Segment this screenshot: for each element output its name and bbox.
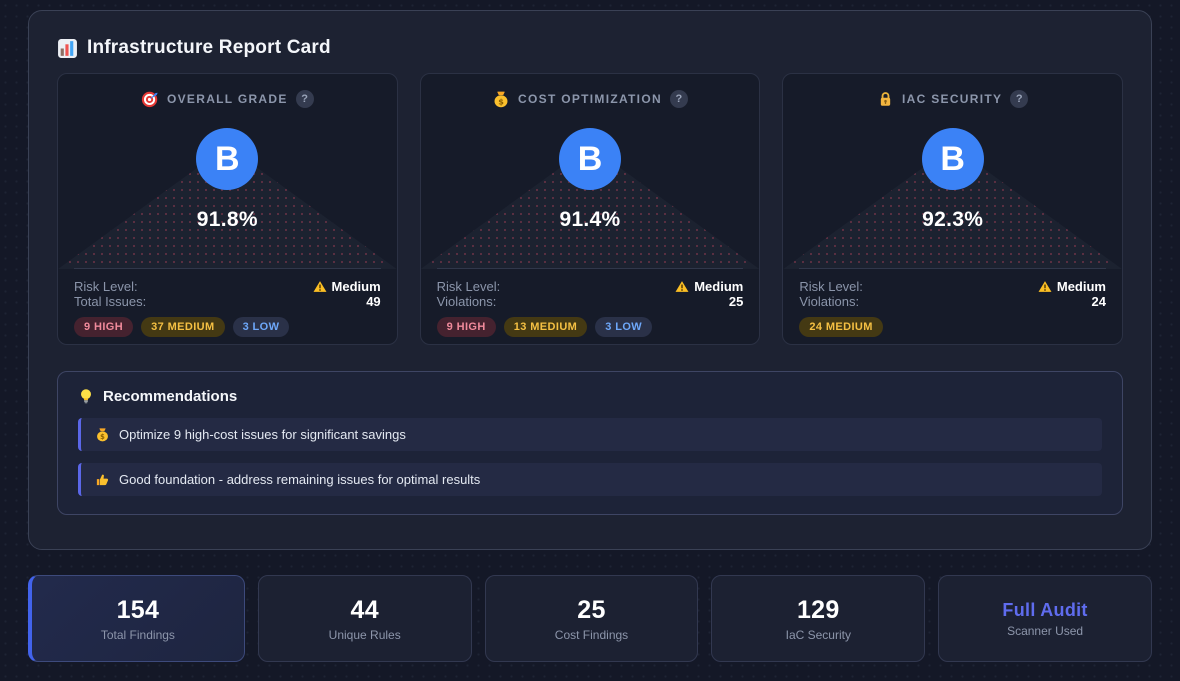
recommendations-title: Recommendations: [103, 388, 238, 405]
violations-count-value: 25: [728, 294, 744, 309]
divider: [74, 268, 381, 269]
summary-stats-row: 154 Total Findings 44 Unique Rules 25 Co…: [28, 575, 1152, 662]
medium-severity-badge: 24 MEDIUM: [799, 317, 883, 337]
svg-text:$: $: [498, 96, 504, 106]
issues-count-label: Total Issues:: [74, 294, 147, 309]
stat-iac-security[interactable]: 129 IaC Security: [711, 575, 926, 662]
grade-cards-grid: OVERALL GRADE ? B 91.8% Risk Level: Medi…: [57, 73, 1123, 345]
recommendation-item: Good foundation - address remaining issu…: [78, 463, 1102, 496]
iac-security-header: IAC SECURITY ?: [799, 90, 1106, 108]
grade-letter-badge: B: [558, 128, 621, 190]
infrastructure-report-card-panel: Infrastructure Report Card OVERALL GRADE…: [28, 10, 1152, 550]
severity-badges: 9 HIGH 13 MEDIUM 3 LOW: [436, 317, 744, 337]
violations-count-row: Violations: 25: [437, 294, 744, 309]
violations-count-label: Violations:: [436, 294, 497, 309]
page-title: Infrastructure Report Card: [87, 37, 331, 58]
recommendation-text: Good foundation - address remaining issu…: [119, 472, 481, 487]
cost-optimization-header: $ COST OPTIMIZATION ?: [437, 90, 744, 108]
grade-visual: B 91.4%: [420, 108, 760, 269]
warning-icon: [1038, 280, 1052, 293]
card-title: OVERALL GRADE: [166, 92, 288, 106]
recommendation-text: Optimize 9 high-cost issues for signific…: [119, 427, 406, 442]
divider: [436, 268, 744, 269]
stat-value: Full Audit: [1002, 599, 1088, 620]
grade-percentage: 92.3%: [922, 208, 984, 231]
divider: [799, 268, 1106, 269]
grade-letter-badge: B: [196, 128, 259, 190]
warning-icon: [675, 280, 689, 293]
stat-total-findings[interactable]: 154 Total Findings: [28, 575, 245, 662]
medium-severity-badge: 13 MEDIUM: [503, 317, 588, 337]
recommendations-panel: Recommendations $ Optimize 9 high-cost i…: [57, 371, 1123, 515]
stat-value: 25: [577, 595, 606, 624]
stat-label: IaC Security: [785, 627, 851, 642]
risk-level-text: Medium: [331, 279, 381, 294]
light-bulb-icon: [78, 388, 94, 405]
risk-level-row: Risk Level: Medium: [437, 279, 744, 294]
bar-chart-icon: [57, 38, 78, 59]
risk-level-row: Risk Level: Medium: [74, 279, 381, 294]
risk-level-label: Risk Level:: [799, 279, 863, 294]
stat-unique-rules[interactable]: 44 Unique Rules: [257, 575, 472, 662]
card-title: COST OPTIMIZATION: [518, 92, 662, 106]
severity-badges: 24 MEDIUM: [799, 317, 1106, 337]
target-icon: [141, 90, 159, 108]
violations-count-row: Violations: 24: [799, 294, 1106, 309]
report-header: Infrastructure Report Card: [57, 37, 1123, 59]
help-icon[interactable]: ?: [1010, 90, 1029, 108]
risk-level-row: Risk Level: Medium: [799, 279, 1106, 294]
violations-count-value: 24: [1091, 294, 1106, 309]
stat-label: Cost Findings: [554, 627, 629, 642]
stat-value: 154: [116, 595, 160, 624]
grade-percentage: 91.4%: [559, 208, 621, 231]
stat-scanner-used[interactable]: Full Audit Scanner Used: [938, 575, 1152, 662]
stat-value: 44: [350, 595, 379, 624]
violations-count-label: Violations:: [799, 294, 860, 309]
overall-grade-card: OVERALL GRADE ? B 91.8% Risk Level: Medi…: [57, 73, 398, 345]
lock-icon: [877, 90, 894, 108]
issues-count-row: Total Issues: 49: [74, 294, 381, 309]
high-severity-badge: 9 HIGH: [436, 317, 496, 337]
grade-visual: B 91.8%: [58, 108, 397, 269]
risk-level-text: Medium: [1056, 279, 1106, 294]
low-severity-badge: 3 LOW: [232, 317, 290, 337]
medium-severity-badge: 37 MEDIUM: [141, 317, 225, 337]
high-severity-badge: 9 HIGH: [74, 317, 134, 337]
recommendation-item: $ Optimize 9 high-cost issues for signif…: [78, 418, 1102, 451]
stat-label: Total Findings: [100, 627, 175, 642]
grade-percentage: 91.8%: [196, 208, 258, 231]
thumbs-up-icon: [95, 472, 110, 487]
warning-icon: [313, 280, 327, 293]
grade-letter-badge: B: [921, 128, 984, 190]
low-severity-badge: 3 LOW: [595, 317, 653, 337]
money-bag-icon: $: [492, 90, 510, 108]
risk-level-value: Medium: [313, 279, 381, 294]
issues-count-value: 49: [366, 294, 381, 309]
stat-value: 129: [796, 595, 840, 624]
risk-level-value: Medium: [1038, 279, 1106, 294]
svg-text:$: $: [100, 433, 105, 441]
stat-label: Unique Rules: [328, 627, 401, 642]
risk-level-label: Risk Level:: [436, 279, 501, 294]
severity-badges: 9 HIGH 37 MEDIUM 3 LOW: [74, 317, 381, 337]
card-title: IAC SECURITY: [902, 92, 1003, 106]
risk-level-text: Medium: [694, 279, 744, 294]
help-icon[interactable]: ?: [295, 90, 314, 108]
cost-optimization-card: $ COST OPTIMIZATION ? B 91.4% Risk Level…: [419, 73, 761, 345]
stat-label: Scanner Used: [1007, 623, 1084, 638]
risk-level-value: Medium: [675, 279, 743, 294]
risk-level-label: Risk Level:: [74, 279, 138, 294]
help-icon[interactable]: ?: [669, 90, 688, 108]
overall-grade-header: OVERALL GRADE ?: [74, 90, 381, 108]
stat-cost-findings[interactable]: 25 Cost Findings: [484, 575, 699, 662]
recommendations-header: Recommendations: [78, 388, 1102, 405]
money-bag-icon: $: [95, 427, 110, 442]
iac-security-card: IAC SECURITY ? B 92.3% Risk Level: Mediu…: [782, 73, 1123, 345]
grade-visual: B 92.3%: [783, 108, 1122, 269]
